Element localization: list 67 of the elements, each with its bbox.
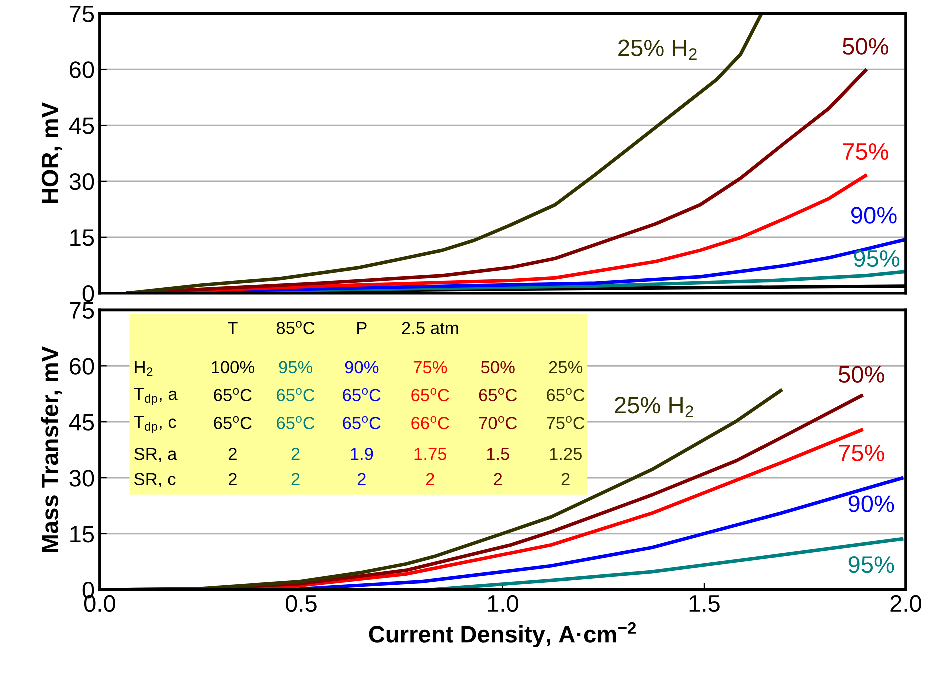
annotation: T$_{dp}$, a <box>134 388 178 406</box>
annotation: 75% <box>414 361 448 374</box>
annotation: 100% <box>212 361 255 374</box>
y-tick-label: 15 <box>70 526 94 543</box>
y-tick-label: 30 <box>70 174 94 190</box>
series-label: 90% <box>848 496 894 512</box>
annotation: 2 <box>292 473 300 486</box>
x-tick-label: 0.5 <box>286 595 317 612</box>
annotation: T$_{dp}$, c <box>134 416 176 434</box>
annotation: P <box>358 322 367 334</box>
annotation: 70$^{o}$C <box>479 416 518 430</box>
y-tick-label: 75 <box>70 6 94 22</box>
y-tick-label: 60 <box>70 358 94 375</box>
annotation: 2 <box>292 448 300 460</box>
series-label: 50% <box>838 366 884 383</box>
annotation: 65$^{o}$C <box>412 388 450 402</box>
annotation: 25% <box>549 361 583 374</box>
annotation: 2.5 atm <box>402 322 458 334</box>
annotation: 2 <box>358 473 366 486</box>
annotation: 75$^{o}$C <box>547 416 585 430</box>
annotation: 1.5 <box>487 448 510 460</box>
x-tick-label: 1.0 <box>488 595 518 612</box>
annotation: 95% <box>279 361 313 374</box>
series-label: 25% H$_{2}$ <box>615 396 694 418</box>
y-tick-label: 0 <box>82 285 94 302</box>
annotation: 2 <box>228 473 237 486</box>
annotation: 65$^{o}$C <box>479 388 518 402</box>
annotation: 1.25 <box>550 448 582 460</box>
y-tick-label: 45 <box>69 414 94 431</box>
series-label: 50% <box>842 38 888 55</box>
annotation: 50% <box>481 361 515 374</box>
annotation: H$_{2}$ <box>135 361 153 376</box>
y-tick-label: 60 <box>70 62 94 78</box>
series-label: 90% <box>852 207 897 224</box>
annotation: 65$^{o}$C <box>214 388 252 402</box>
series-label: 75% <box>839 444 884 462</box>
annotation: SR, a <box>134 448 178 462</box>
series-label: 95% <box>854 250 900 268</box>
annotation: T <box>228 322 238 334</box>
y-tick-label: 30 <box>70 470 94 487</box>
y-tick-label: 15 <box>70 230 94 246</box>
y-axis-title: Mass Transfer, mV <box>41 346 62 552</box>
y-tick-label: 45 <box>69 118 94 134</box>
annotation: 1.9 <box>351 448 374 460</box>
series-label: 25% H$_{2}$ <box>618 40 697 60</box>
annotation: 66$^{o}$C <box>412 416 450 430</box>
series-label: 75% <box>843 144 888 160</box>
y-tick-label: 75 <box>70 302 94 319</box>
annotation: 65$^{o}$C <box>277 388 315 402</box>
series-label: 95% <box>848 556 894 574</box>
annotation: 1.75 <box>414 448 447 460</box>
annotation: 85$^{o}$C <box>276 321 315 334</box>
annotation: 2 <box>494 473 502 486</box>
annotation: 2 <box>562 473 570 486</box>
x-axis-title: Current Density, A·cm$^{−2}$ <box>369 622 636 648</box>
annotation: 90% <box>345 361 379 374</box>
annotation: 65$^{o}$C <box>343 388 381 402</box>
x-tick-label: 2.0 <box>890 595 922 612</box>
annotation: 2 <box>426 473 434 486</box>
annotation: 2 <box>228 448 237 460</box>
annotation: 65$^{o}$C <box>343 416 381 430</box>
annotation: SR, c <box>134 473 176 488</box>
y-axis-title: HOR, mV <box>42 102 62 204</box>
x-tick-label: 1.5 <box>690 596 720 612</box>
annotation: 65$^{o}$C <box>277 416 315 430</box>
annotation: 65$^{o}$C <box>547 388 585 402</box>
annotation: 65$^{o}$C <box>214 416 252 430</box>
